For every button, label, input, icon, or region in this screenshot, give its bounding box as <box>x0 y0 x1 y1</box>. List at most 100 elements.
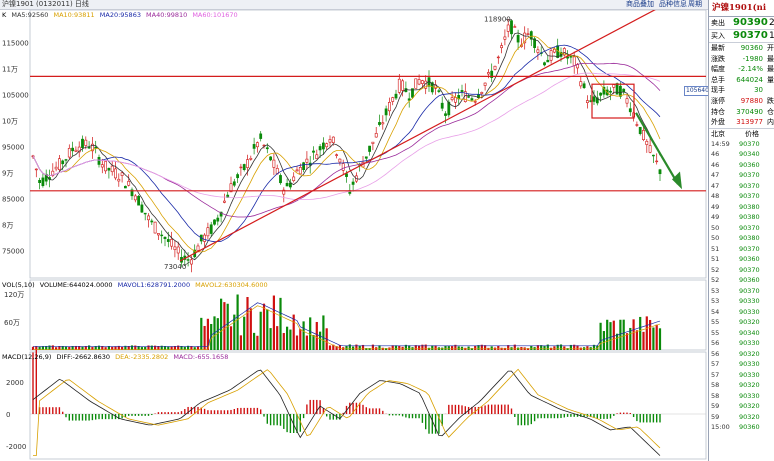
candle-body <box>513 26 517 28</box>
stat-row: 涨跌 -1980 最 <box>709 54 774 65</box>
ma40-line <box>32 62 661 218</box>
volume-bar <box>361 344 365 350</box>
candle-body <box>658 169 662 175</box>
tick-price: 90370 <box>739 286 760 295</box>
volume-bar <box>398 345 401 350</box>
candle-body <box>77 146 81 153</box>
candle-body <box>124 185 127 189</box>
tick-row: 47 90370 <box>709 181 774 192</box>
macd-axis-label: 0 <box>6 411 10 419</box>
candle-body <box>157 233 160 236</box>
info-link[interactable]: 品种信息 <box>659 0 687 8</box>
candle-body <box>219 211 223 217</box>
candle-body <box>351 181 355 185</box>
candle-body <box>397 78 401 93</box>
volume-bar <box>484 345 487 350</box>
candle-body <box>566 56 570 59</box>
stat-label: 总手 <box>711 75 725 84</box>
tick-row: 46 90340 <box>709 149 774 160</box>
volume-bar <box>256 335 259 350</box>
candle-body <box>252 144 256 149</box>
macd-value: MACD:-655.1658 <box>173 353 229 361</box>
price-axis-label: 11万 <box>2 66 18 74</box>
volume-bar <box>38 346 41 350</box>
candle-body <box>612 84 616 88</box>
tick-row: 58 90320 <box>709 380 774 391</box>
stat-extra-label: 最 <box>767 65 774 74</box>
volume-bar <box>78 346 81 350</box>
volume-bar <box>253 332 256 350</box>
ma5-value: MA5:92560 <box>11 11 49 19</box>
candle-body <box>543 62 546 66</box>
candle-body <box>223 200 226 203</box>
kline-chart-area[interactable]: 115000 11万 105000 10万 95000 9万 85000 8万 75000 120… <box>0 10 708 461</box>
volume-indicator-line: VOL(5,10) VOLUME:644024.0000 MAVOL1:6287… <box>2 281 271 289</box>
candle-body <box>279 175 282 184</box>
panel-title: 沪镍1901(ni <box>709 0 774 17</box>
volume-bar <box>391 345 394 350</box>
tick-time: 57 <box>711 370 720 379</box>
candle-body <box>480 92 484 94</box>
overlay-link[interactable]: 商品叠加 <box>626 0 654 8</box>
volume-bar <box>269 328 272 350</box>
main-indicator-label: K <box>2 11 7 19</box>
volume-bar <box>444 345 447 350</box>
volume-bar <box>279 297 282 350</box>
low-label: 73040 <box>164 263 186 271</box>
volume-bar <box>48 345 51 350</box>
candle-body <box>91 143 94 152</box>
high-label: 118900 <box>484 15 511 23</box>
candle-body <box>523 32 527 44</box>
volume-bar <box>649 319 652 350</box>
mavol2-line <box>33 305 661 350</box>
volume-bar <box>573 344 576 350</box>
candle-body <box>269 156 273 161</box>
candle-body <box>133 195 137 201</box>
candle-body <box>470 98 474 101</box>
stat-label: 涨跌 <box>711 54 725 63</box>
candle-body <box>391 97 395 102</box>
volume-bar <box>58 346 61 350</box>
volume-bar <box>117 345 120 350</box>
volume-bar <box>289 329 292 350</box>
tick-row: 50 90370 <box>709 223 774 234</box>
ticks-price-header: 价格 <box>745 129 759 138</box>
stat-label: 持仓 <box>711 107 725 116</box>
candle-body <box>216 217 220 222</box>
sell-quote[interactable]: 卖出 90390 2 <box>709 17 774 30</box>
stat-value: 30 <box>754 86 763 95</box>
candle-body <box>635 124 639 126</box>
volume-bar <box>140 347 143 350</box>
buy-quote[interactable]: 买入 90370 1 <box>709 30 774 43</box>
volume-bar <box>497 345 500 350</box>
candle-body <box>44 173 48 182</box>
stat-label: 幅度 <box>711 65 725 74</box>
candle-body <box>61 160 65 165</box>
volume-bar <box>421 344 424 350</box>
candle-body <box>401 80 405 91</box>
candle-body <box>226 194 230 198</box>
volume-bar <box>606 319 609 350</box>
volume-bar <box>576 345 579 350</box>
candle-body <box>209 224 213 234</box>
candle-body <box>110 165 114 173</box>
candle-body <box>371 141 375 144</box>
kline-svg[interactable]: 115000 11万 105000 10万 95000 9万 85000 8万 75000 120… <box>0 10 708 461</box>
candle-body <box>100 164 104 168</box>
tick-list[interactable]: 14:59 90370 46 90340 46 90360 47 90370 47 90370 48… <box>709 139 774 433</box>
candle-body <box>414 78 418 89</box>
candle-body <box>483 82 487 86</box>
mavol2-value: MAVOL2:630304.6000 <box>195 281 268 289</box>
candle-body <box>84 139 88 146</box>
volume-bar <box>586 346 589 350</box>
candle-body <box>420 80 424 84</box>
volume-bar <box>352 346 355 350</box>
volume-bar <box>64 346 68 350</box>
volume-bar <box>553 346 556 350</box>
tick-time: 55 <box>711 318 720 327</box>
volume-bar <box>154 345 157 350</box>
volume-axis-label: 120万 <box>4 291 24 299</box>
volume-bar <box>447 346 450 350</box>
period-link[interactable]: 周期 <box>688 0 702 8</box>
tick-price: 90330 <box>739 307 760 316</box>
